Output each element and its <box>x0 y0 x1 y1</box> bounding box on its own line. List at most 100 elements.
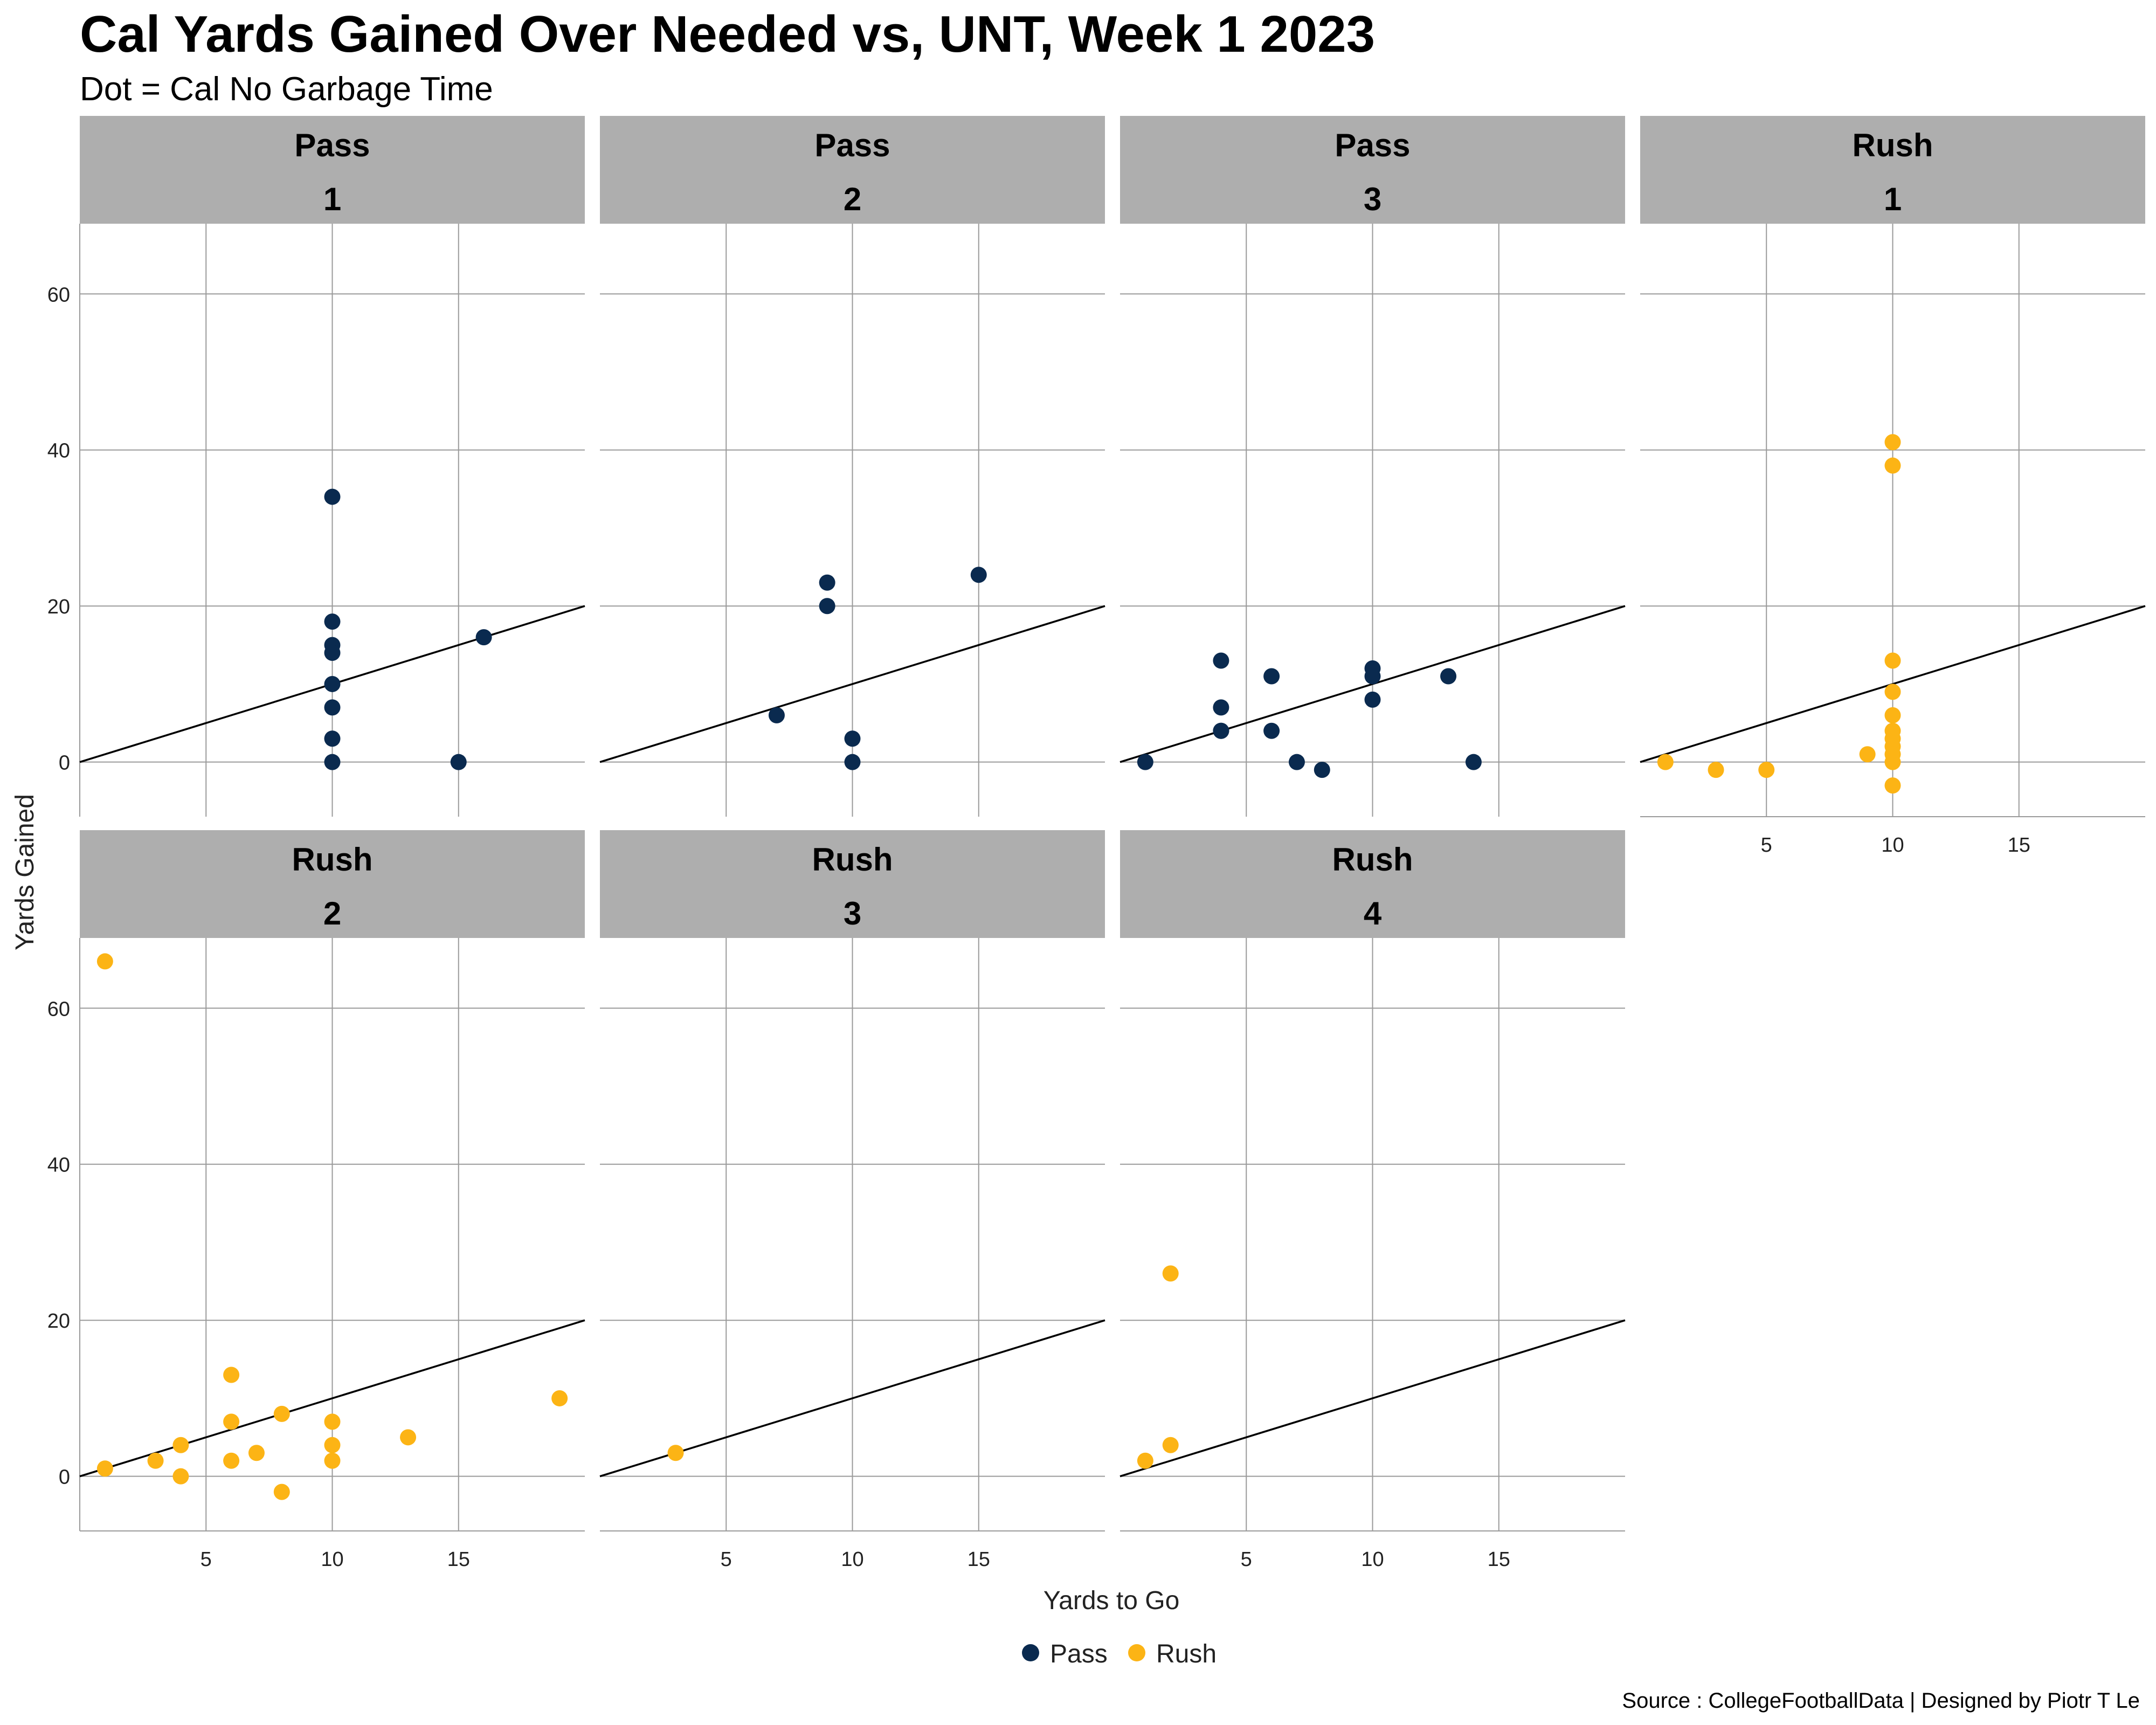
x-tick-label: 5 <box>1761 834 1772 857</box>
y-tick-label: 60 <box>47 284 70 306</box>
data-point <box>450 754 467 770</box>
data-point <box>1314 762 1330 778</box>
data-point <box>1162 1437 1179 1453</box>
data-point <box>273 1484 290 1500</box>
data-point <box>324 675 341 692</box>
data-point <box>172 1468 189 1485</box>
facet-strip <box>600 116 1105 224</box>
chart-caption: Source : CollegeFootballData | Designed … <box>1622 1689 2140 1713</box>
data-point <box>1465 754 1482 770</box>
facet-strip-play-type: Pass <box>814 127 890 163</box>
data-point <box>844 754 861 770</box>
x-tick-label: 15 <box>1488 1548 1510 1571</box>
legend-label-rush: Rush <box>1156 1640 1217 1668</box>
data-point <box>1859 746 1876 763</box>
data-point <box>551 1390 568 1406</box>
x-axis-title: Yards to Go <box>1044 1586 1180 1615</box>
data-point <box>1263 722 1280 739</box>
data-point <box>324 699 341 716</box>
facet-panel: Pass 3 <box>1120 116 1626 817</box>
data-point <box>324 730 341 747</box>
data-point <box>96 953 113 970</box>
x-tick-label: 10 <box>1361 1548 1384 1571</box>
data-point <box>1657 754 1674 770</box>
facet-strip <box>1120 116 1625 224</box>
data-point <box>1440 668 1457 685</box>
facet-strip-play-type: Rush <box>1332 841 1413 878</box>
data-point <box>1884 777 1901 794</box>
data-point <box>1884 684 1901 700</box>
facet-panel: Rush 3 5 10 15 <box>599 830 1105 1571</box>
legend-key-pass <box>1022 1644 1039 1661</box>
x-tick-label: 5 <box>201 1548 212 1571</box>
data-point <box>96 1460 113 1477</box>
data-point <box>223 1413 240 1430</box>
reference-line <box>599 605 1105 763</box>
data-point <box>324 488 341 505</box>
data-point <box>1263 668 1280 685</box>
facet-strip-down: 3 <box>1364 181 1381 217</box>
data-point <box>819 598 835 615</box>
data-point <box>1884 457 1901 474</box>
x-tick-label: 10 <box>321 1548 343 1571</box>
x-tick-label: 10 <box>1881 834 1904 857</box>
data-point <box>147 1452 164 1469</box>
x-tick-label: 15 <box>968 1548 990 1571</box>
data-point <box>1758 762 1775 778</box>
data-point <box>273 1405 290 1422</box>
legend-key-rush <box>1128 1644 1145 1661</box>
data-point <box>400 1429 417 1446</box>
y-tick-label: 0 <box>59 1466 70 1489</box>
data-point <box>1137 1452 1153 1469</box>
facet-strip <box>80 830 585 938</box>
data-point <box>1884 754 1901 770</box>
data-point <box>475 629 492 646</box>
data-point <box>1162 1265 1179 1282</box>
data-point <box>844 730 861 747</box>
facet-strip-play-type: Pass <box>294 127 370 163</box>
facet-strip-down: 1 <box>323 181 341 217</box>
data-point <box>1213 722 1229 739</box>
y-axis-title: Yards Gained <box>11 794 39 950</box>
data-point <box>1364 691 1381 708</box>
facet-strip-play-type: Rush <box>292 841 373 878</box>
data-point <box>223 1367 240 1383</box>
y-tick-label: 20 <box>47 1310 70 1333</box>
facet-strip-play-type: Rush <box>812 841 893 878</box>
x-tick-label: 15 <box>2008 834 2030 857</box>
data-point <box>324 1452 341 1469</box>
chart-subtitle: Dot = Cal No Garbage Time <box>80 71 493 108</box>
data-point <box>324 613 341 630</box>
data-point <box>324 1437 341 1453</box>
data-point <box>324 1413 341 1430</box>
y-tick-label: 0 <box>59 752 70 775</box>
data-point <box>324 754 341 770</box>
chart-title: Cal Yards Gained Over Needed vs, UNT, We… <box>80 5 1375 63</box>
x-tick-label: 15 <box>447 1548 470 1571</box>
y-tick-label: 40 <box>47 440 70 463</box>
facet-strip-down: 4 <box>1364 895 1382 932</box>
x-tick-label: 5 <box>721 1548 732 1571</box>
reference-line <box>1120 1319 1626 1478</box>
y-tick-label: 60 <box>47 998 70 1020</box>
legend-label-pass: Pass <box>1050 1640 1108 1668</box>
reference-line <box>79 1319 585 1478</box>
legend: Pass Rush <box>1022 1640 1217 1668</box>
data-point <box>1884 434 1901 451</box>
data-point <box>248 1445 265 1461</box>
data-point <box>1708 762 1724 778</box>
data-point <box>819 574 835 591</box>
data-point <box>1884 652 1901 669</box>
x-tick-label: 5 <box>1241 1548 1252 1571</box>
facet-panel: Pass 2 <box>599 116 1105 817</box>
data-point <box>667 1445 684 1461</box>
facet-strip-down: 2 <box>844 181 861 217</box>
x-tick-label: 10 <box>841 1548 863 1571</box>
facet-strip-down: 1 <box>1884 181 1902 217</box>
data-point <box>223 1452 240 1469</box>
data-point <box>1213 652 1229 669</box>
facet-strip-down: 3 <box>844 895 861 932</box>
facet-strip <box>1640 116 2145 224</box>
